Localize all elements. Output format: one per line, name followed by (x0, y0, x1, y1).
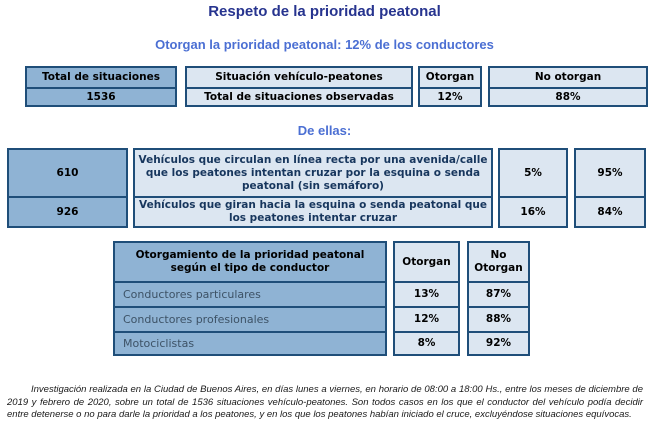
table1-value-total: 1536 (25, 87, 177, 107)
table1-header-situation: Situación vehículo-peatones (185, 66, 413, 87)
table-situation-breakdown: 610 926 Vehículos que circulan en línea … (7, 148, 646, 228)
table1-column-total: Total de situaciones 1536 (25, 66, 177, 107)
table2-row1-otorgan: 5% (498, 148, 568, 196)
table3-header-otorgan: Otorgan (393, 241, 460, 281)
table3-column-driver: Otorgamiento de la prioridad peatonal se… (113, 241, 387, 356)
table1-header-otorgan: Otorgan (418, 66, 482, 87)
table2-column-count: 610 926 (7, 148, 128, 228)
table1-column-situation: Situación vehículo-peatones Total de sit… (185, 66, 413, 107)
table1-value-situation: Total de situaciones observadas (185, 87, 413, 107)
table1-header-no-otorgan: No otorgan (488, 66, 648, 87)
table2-row2-description: Vehículos que giran hacia la esquina o s… (133, 196, 493, 228)
section-label: De ellas: (297, 123, 352, 138)
table-overall-results: Total de situaciones 1536 Situación vehí… (25, 66, 648, 107)
table2-column-description: Vehículos que circulan en línea recta po… (133, 148, 493, 228)
table2-row2-count: 926 (7, 196, 128, 228)
table3-row2-no-otorgan: 88% (467, 306, 530, 331)
table3-row1-no-otorgan: 87% (467, 281, 530, 306)
table3-row1-otorgan: 13% (393, 281, 460, 306)
table3-column-no-otorgan: No Otorgan 87% 88% 92% (467, 241, 530, 356)
table3-row2-otorgan: 12% (393, 306, 460, 331)
table2-row1-description: Vehículos que circulan en línea recta po… (133, 148, 493, 196)
table2-row2-no-otorgan: 84% (574, 196, 646, 228)
table1-column-otorgan: Otorgan 12% (418, 66, 482, 107)
table2-column-otorgan: 5% 16% (498, 148, 568, 228)
table3-column-otorgan: Otorgan 13% 12% 8% (393, 241, 460, 356)
table1-value-no-otorgan: 88% (488, 87, 648, 107)
table1-column-no-otorgan: No otorgan 88% (488, 66, 648, 107)
table3-row3-no-otorgan: 92% (467, 331, 530, 356)
methodology-footnote: Investigación realizada en la Ciudad de … (7, 384, 643, 420)
table3-row2-driver: Conductores profesionales (113, 306, 387, 331)
table3-row1-driver: Conductores particulares (113, 281, 387, 306)
table3-header-no-otorgan: No Otorgan (467, 241, 530, 281)
table1-header-total: Total de situaciones (25, 66, 177, 87)
table3-header-driver: Otorgamiento de la prioridad peatonal se… (113, 241, 387, 281)
page-subtitle: Otorgan la prioridad peatonal: 12% de lo… (155, 37, 494, 52)
table2-column-no-otorgan: 95% 84% (574, 148, 646, 228)
table1-value-otorgan: 12% (418, 87, 482, 107)
table3-row3-otorgan: 8% (393, 331, 460, 356)
table2-row1-no-otorgan: 95% (574, 148, 646, 196)
table3-row3-driver: Motociclistas (113, 331, 387, 356)
table-driver-type: Otorgamiento de la prioridad peatonal se… (113, 241, 530, 356)
page-title: Respeto de la prioridad peatonal (208, 3, 441, 20)
table2-row2-otorgan: 16% (498, 196, 568, 228)
table2-row1-count: 610 (7, 148, 128, 196)
